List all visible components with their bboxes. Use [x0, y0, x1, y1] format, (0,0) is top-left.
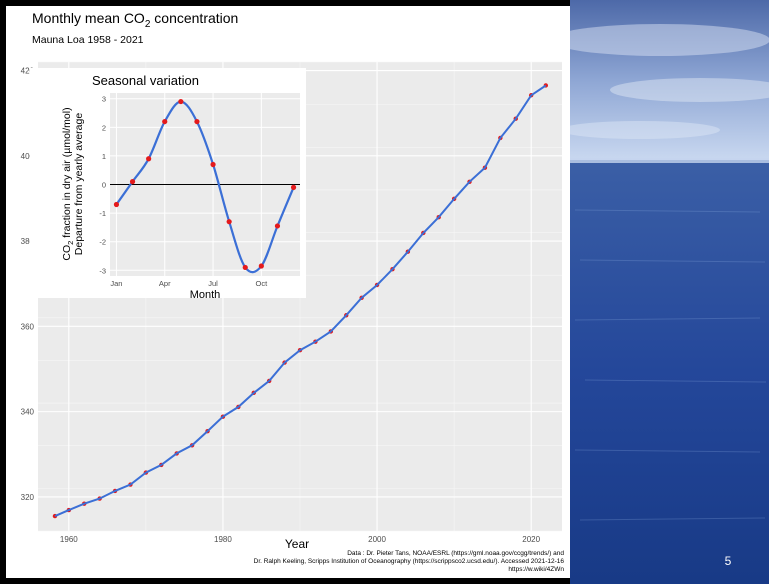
inset-x-tick-label: Oct [256, 279, 269, 288]
inset-title: Seasonal variation [92, 73, 199, 88]
inset-x-axis-label: Month [190, 289, 221, 301]
inset-y-tick-label: 0 [102, 181, 106, 190]
inset-data-point [274, 223, 281, 229]
x-tick-label: 1960 [60, 535, 78, 544]
inset-y-axis-label-1: CO2 fraction in dry air (µmol/mol) [61, 107, 75, 260]
page-number: 5 [724, 554, 732, 568]
x-axis-label: Year [285, 537, 309, 551]
main-y-tick-labels: 320 340 360 380 400 420 [21, 67, 35, 502]
inset-x-tick-labels: Jan Apr Jul Oct [110, 279, 268, 288]
main-x-tick-labels: 1960 1980 2000 2020 [60, 535, 541, 544]
y-tick-label: 340 [21, 408, 35, 417]
y-tick-label: 400 [21, 152, 35, 161]
inset-data-point [162, 118, 168, 125]
inset-y-tick-label: -2 [99, 238, 106, 247]
main-trend-line [54, 84, 547, 518]
inset-data-point [194, 118, 200, 125]
inset-x-tick-label: Jan [110, 279, 122, 288]
inset-data-point [129, 179, 136, 185]
inset-x-tick-label: Jul [208, 279, 218, 288]
inset-y-tick-label: -3 [99, 266, 106, 275]
inset-data-point [113, 201, 120, 208]
y-tick-label: 320 [21, 493, 35, 502]
inset-data-point [210, 161, 216, 168]
co2-chart: Monthly mean CO2 concentration Mauna Loa… [21, 10, 565, 573]
inset-data-points [113, 98, 297, 271]
inset-y-axis-label-2: Departure from yearly average [73, 113, 85, 256]
inset-y-tick-label: 2 [102, 123, 106, 132]
inset-y-tick-label: 3 [102, 95, 106, 104]
credit-line-2: Dr. Ralph Keeling, Scripps Institution o… [254, 558, 565, 565]
y-tick-label: 420 [21, 67, 35, 76]
x-tick-label: 2020 [522, 535, 540, 544]
credit-line-3: https://w.wiki/4ZWn [508, 566, 564, 573]
chart-title: Monthly mean CO2 concentration [32, 10, 238, 30]
co2-figure: Monthly mean CO2 concentration Mauna Loa… [6, 6, 570, 578]
credit-line-1: Data : Dr. Pieter Tans, NOAA/ESRL (https… [347, 550, 564, 557]
y-tick-label: 380 [21, 237, 35, 246]
inset-data-point [290, 184, 297, 190]
y-tick-label: 360 [21, 322, 35, 331]
inset-y-tick-label: 1 [102, 152, 106, 161]
inset-data-point [226, 219, 232, 225]
x-tick-label: 1980 [214, 535, 232, 544]
inset-y-tick-labels: -3 -2 -1 0 1 2 3 [99, 95, 106, 276]
x-tick-label: 2000 [368, 535, 386, 544]
inset-data-point [242, 264, 248, 271]
seasonal-inset: Seasonal variation -3 -2 -1 0 1 2 3 Jan Apr Jul O… [30, 68, 306, 301]
inset-y-tick-label: -1 [99, 209, 106, 218]
chart-subtitle: Mauna Loa 1958 - 2021 [32, 34, 144, 46]
inset-data-point [178, 98, 184, 105]
inset-data-point [146, 156, 152, 162]
inset-data-point [258, 263, 264, 269]
inset-x-tick-label: Apr [159, 279, 171, 288]
